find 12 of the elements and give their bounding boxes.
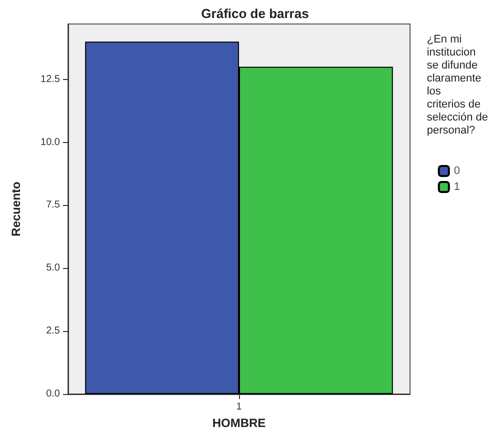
y-tick-label: 7.5 — [46, 200, 60, 211]
y-tick-label: 10.0 — [40, 136, 60, 148]
y-axis-title: Recuento — [9, 182, 23, 236]
legend-title: ¿En mi institucion se difunde claramente los criterios de selección de personal? — [426, 34, 488, 136]
y-tick-label: 0.0 — [46, 388, 60, 400]
legend-label: 1 — [454, 181, 460, 193]
y-tick-label: 2.5 — [46, 326, 60, 337]
chart-title: Gráfico de barras — [201, 6, 309, 21]
x-axis-title: HOMBRE — [212, 416, 266, 430]
legend-label: 0 — [454, 165, 460, 177]
y-tick-label: 5.0 — [46, 262, 60, 274]
y-tick-label: 12.5 — [40, 74, 60, 85]
